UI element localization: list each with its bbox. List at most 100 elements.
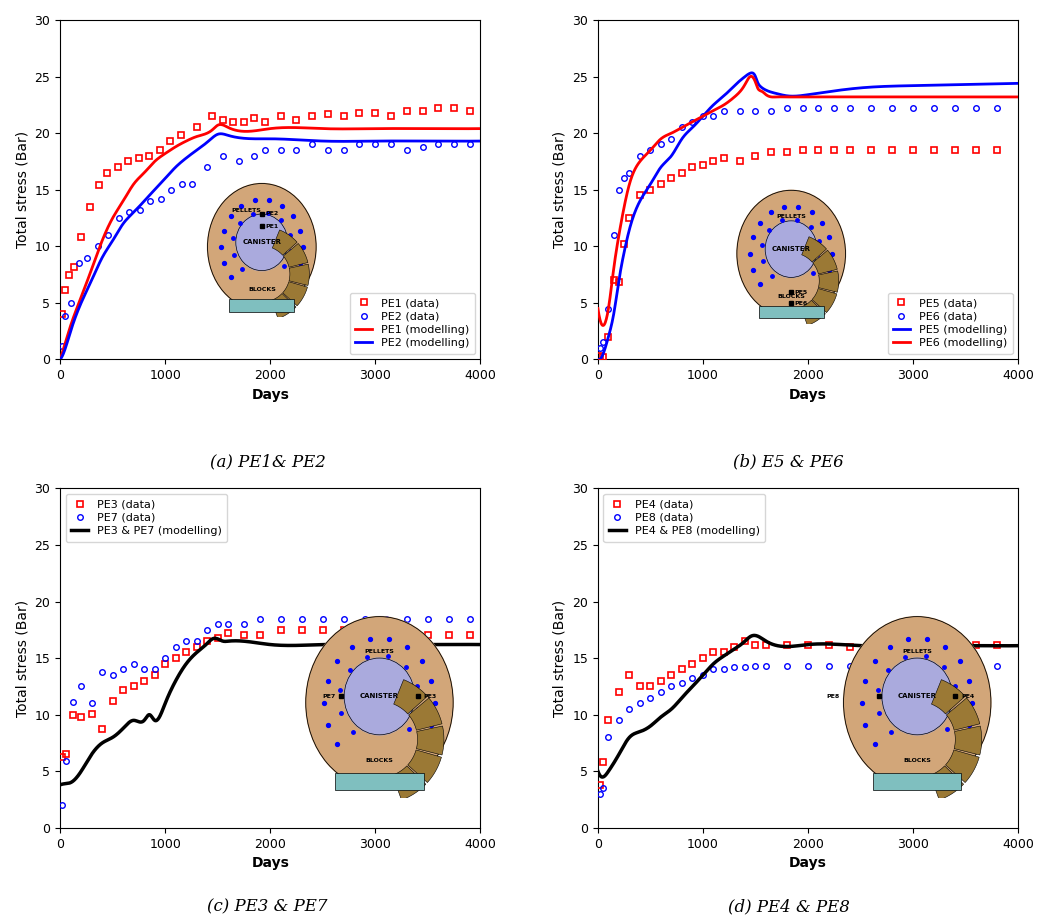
PE3 & PE7 (modelling) <box>209 632 221 644</box>
PE3 (data) <box>148 669 160 680</box>
PE2 (data) <box>464 139 476 150</box>
PE7 (data) <box>212 619 224 630</box>
PE5 (modelling) <box>848 83 860 94</box>
PE4 (data) <box>759 639 772 650</box>
PE3 (data) <box>422 630 434 641</box>
PE1 (data) <box>275 111 287 122</box>
PE5 (data) <box>665 172 678 183</box>
PE1 (data) <box>111 161 124 172</box>
PE5 (data) <box>686 161 699 172</box>
PE5 (data) <box>655 179 667 190</box>
PE8 (data) <box>665 680 678 692</box>
PE3 (data) <box>296 624 308 635</box>
PE1 (data) <box>217 114 230 125</box>
PE4 (data) <box>655 675 667 686</box>
PE1 (data) <box>306 111 319 122</box>
PE6 (data) <box>927 102 940 113</box>
PE2 (data) <box>401 145 413 156</box>
PE2 (data) <box>369 139 382 150</box>
PE7 (data) <box>238 619 251 630</box>
PE7 (data) <box>179 635 192 646</box>
Line: PE4 (data): PE4 (data) <box>597 638 1000 787</box>
PE6 (modelling) <box>848 91 860 102</box>
PE2 (data) <box>322 145 335 156</box>
PE6 (data) <box>623 167 636 178</box>
PE1 (data) <box>164 136 176 147</box>
PE4 & PE8 (modelling) <box>860 641 873 652</box>
PE4 & PE8 (modelling) <box>912 640 924 651</box>
PE4 (data) <box>697 653 709 664</box>
PE6 (data) <box>655 139 667 150</box>
PE3 (data) <box>238 630 251 641</box>
PE4 (data) <box>969 639 982 650</box>
PE5 (data) <box>607 275 620 286</box>
PE5 (data) <box>864 145 877 156</box>
PE3 (data) <box>359 630 371 641</box>
PE7 (data) <box>296 613 308 624</box>
PE6 (data) <box>613 184 625 195</box>
PE4 (data) <box>644 680 657 692</box>
PE7 (data) <box>275 613 287 624</box>
PE2 (data) <box>354 139 366 150</box>
PE2 (data) <box>448 139 461 150</box>
PE6 (data) <box>906 102 919 113</box>
PE8 (data) <box>885 660 898 671</box>
PE5 (data) <box>718 152 730 163</box>
PE8 (data) <box>597 783 609 794</box>
PE4 (data) <box>948 639 961 650</box>
PE3 & PE7 (modelling) <box>373 639 386 650</box>
PE3 (data) <box>317 624 329 635</box>
PE1 (data) <box>143 150 155 161</box>
PE1 (data) <box>101 167 113 178</box>
PE1 (data) <box>322 109 335 120</box>
PE2 (modelling) <box>298 135 311 146</box>
PE8 (data) <box>634 698 646 709</box>
PE2 (data) <box>175 179 188 190</box>
PE5 (data) <box>733 156 746 167</box>
PE7 (data) <box>85 698 98 709</box>
Line: PE3 (data): PE3 (data) <box>60 627 472 760</box>
PE7 (data) <box>191 635 204 646</box>
PE3 (data) <box>179 647 192 658</box>
PE8 (data) <box>780 660 793 671</box>
PE3 & PE7 (modelling) <box>80 758 92 769</box>
PE3 (data) <box>127 680 140 692</box>
PE6 (data) <box>607 230 620 241</box>
Text: (b) E5 & PE6: (b) E5 & PE6 <box>733 454 844 470</box>
PE4 & PE8 (modelling) <box>597 772 609 783</box>
PE8 (data) <box>759 660 772 671</box>
PE4 & PE8 (modelling) <box>592 766 604 777</box>
PE5 (data) <box>765 147 777 158</box>
PE2 (data) <box>165 184 177 195</box>
PE1 (modelling) <box>80 279 92 290</box>
PE6 (data) <box>594 343 606 354</box>
PE1 (data) <box>132 152 145 163</box>
PE7 (data) <box>158 653 171 664</box>
PE4 (data) <box>780 639 793 650</box>
PE2 (data) <box>64 297 77 308</box>
PE4 (data) <box>843 642 856 653</box>
PE7 (data) <box>66 697 79 708</box>
PE7 (data) <box>116 664 129 675</box>
PE1 (data) <box>67 261 80 272</box>
PE1 (data) <box>338 111 350 122</box>
PE3 (data) <box>380 628 392 639</box>
PE4 & PE8 (modelling) <box>848 640 860 651</box>
PE2 (modelling) <box>373 136 386 147</box>
PE7 (data) <box>95 667 108 678</box>
PE4 (data) <box>718 647 730 658</box>
PE1 (data) <box>56 309 68 320</box>
PE1 (data) <box>249 112 261 124</box>
PE3 & PE7 (modelling) <box>309 639 322 650</box>
PE3 & PE7 (modelling) <box>416 639 429 650</box>
Legend: PE1 (data), PE2 (data), PE1 (modelling), PE2 (modelling): PE1 (data), PE2 (data), PE1 (modelling),… <box>349 293 475 354</box>
PE3 (data) <box>201 635 214 646</box>
PE1 (data) <box>385 111 398 122</box>
PE2 (modelling) <box>322 136 335 147</box>
PE2 (data) <box>291 145 303 156</box>
PE3 (data) <box>158 658 171 669</box>
PE8 (data) <box>697 669 709 680</box>
PE4 (data) <box>602 715 615 726</box>
PE6 (data) <box>697 111 709 122</box>
PE2 (modelling) <box>214 128 227 139</box>
